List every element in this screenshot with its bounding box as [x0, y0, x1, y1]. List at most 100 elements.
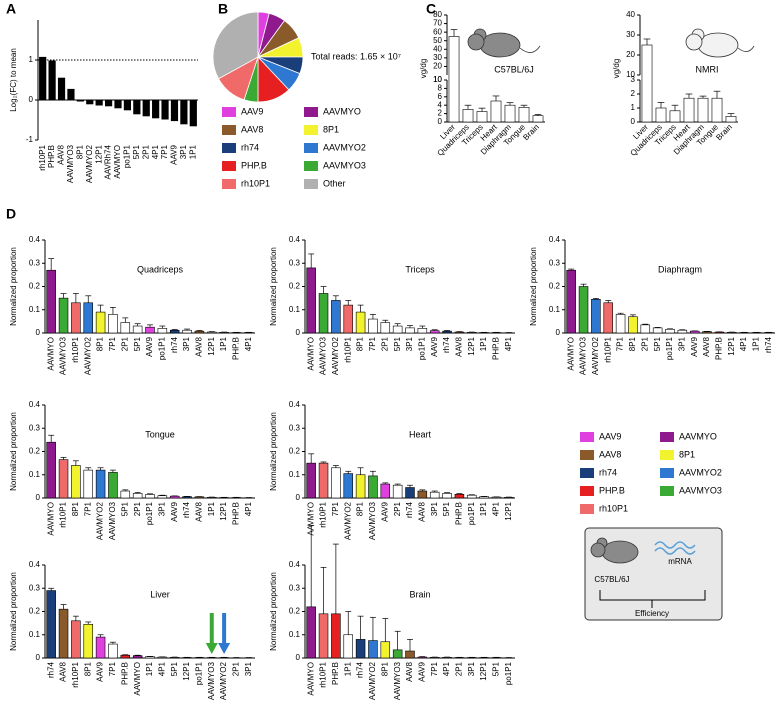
legend-swatch — [304, 161, 318, 171]
x-tick-label: 2P1 — [232, 661, 241, 676]
bar — [417, 490, 428, 499]
x-tick-label: 7P1 — [83, 501, 92, 516]
y-tick-label: 0 — [29, 95, 34, 104]
y-axis-label: Normalized proportion — [269, 412, 278, 491]
x-tick-label: 5P1 — [133, 336, 142, 351]
bar — [120, 654, 131, 659]
y-tick-label: 0.1 — [29, 630, 41, 639]
x-tick-label: rh74 — [46, 661, 55, 678]
y-tick-label: 0.4 — [29, 560, 41, 569]
x-tick-label: 8P1 — [628, 336, 637, 351]
x-tick-label: AAVMYO3 — [66, 144, 75, 183]
x-tick-label: AAVMYO2 — [96, 501, 105, 540]
y-axis-label: Normalized proportion — [269, 572, 278, 651]
bar — [711, 97, 723, 123]
pie-slice — [212, 11, 259, 80]
x-tick-label: 3P1 — [244, 661, 253, 676]
x-tick-label: 12P1 — [504, 501, 513, 520]
bar — [76, 99, 84, 102]
x-tick-label: AAV8 — [702, 336, 711, 356]
y-axis-label: Normalized proportion — [529, 247, 538, 326]
bar — [429, 330, 440, 334]
x-tick-label: rh10P1 — [319, 501, 328, 527]
x-tick-label: 3P1 — [179, 144, 188, 159]
x-tick-label: AAVMYO — [306, 502, 315, 536]
bar — [161, 99, 169, 120]
bar — [677, 329, 688, 334]
x-tick-label: 5P1 — [442, 501, 451, 516]
x-tick-label: rh10P1 — [343, 336, 352, 362]
bar — [331, 300, 341, 334]
bar — [405, 650, 415, 659]
x-tick-label: po1P1 — [157, 336, 166, 360]
x-tick-label: AAVMYO3 — [368, 501, 377, 540]
legend-swatch — [580, 486, 594, 496]
bar — [405, 327, 415, 334]
x-tick-label: 8P1 — [71, 501, 80, 516]
x-tick-label: 8P1 — [75, 144, 84, 159]
legend-label: Other — [323, 178, 346, 188]
x-tick-label: AAV8 — [417, 501, 426, 521]
x-tick-label: AAVMYO — [46, 337, 55, 371]
x-tick-label: 3P1 — [430, 501, 439, 516]
arrow-head — [205, 643, 218, 654]
panel-title: Triceps — [405, 264, 435, 274]
bar — [306, 606, 316, 659]
x-tick-label: 12P1 — [182, 661, 191, 680]
panel-label: C — [426, 1, 436, 17]
bar — [145, 326, 155, 334]
bar — [343, 634, 353, 659]
x-tick-label: rh10P1 — [71, 336, 80, 362]
legend-label: rh10P1 — [599, 503, 628, 513]
x-tick-label: rh74 — [442, 336, 451, 353]
panel-title: Tongue — [145, 429, 175, 439]
bar — [683, 97, 695, 123]
chart-subtitle: NMRI — [696, 64, 719, 74]
bar — [405, 487, 415, 499]
y-tick-label: 0 — [36, 328, 41, 337]
y-tick-label: 0.3 — [289, 423, 301, 432]
bar — [355, 474, 366, 499]
legend-label: AAVMYO — [679, 431, 717, 441]
y-axis-label: Normalized proportion — [9, 572, 18, 651]
x-tick-label: AAVMYO3 — [579, 336, 588, 375]
bar — [628, 316, 638, 334]
x-tick-label: PHP.B — [120, 662, 129, 685]
x-tick-label: AAVMYO3 — [207, 661, 216, 700]
x-tick-label: AAV9 — [145, 336, 154, 356]
x-tick-label: rh10P1 — [319, 661, 328, 687]
bar — [71, 302, 81, 334]
legend-swatch — [580, 504, 594, 514]
y-tick-label: 30 — [433, 53, 442, 62]
bar — [641, 44, 653, 123]
x-tick-label: 4P1 — [157, 661, 166, 676]
y-tick-label: 0 — [36, 653, 41, 662]
bar — [318, 293, 329, 334]
x-tick-label: 8P1 — [83, 661, 92, 676]
bar — [108, 472, 118, 499]
x-tick-label: po1P1 — [467, 501, 476, 525]
legend-label: rh74 — [599, 467, 617, 477]
y-tick-label: 0.3 — [289, 258, 301, 267]
x-tick-label: PHP.B — [47, 145, 56, 168]
bar — [132, 493, 143, 499]
bar — [142, 99, 150, 117]
legend-swatch — [222, 125, 236, 135]
x-tick-label: 3P1 — [182, 336, 191, 351]
bar — [83, 623, 93, 659]
bar — [133, 99, 141, 115]
bar — [194, 496, 205, 499]
x-tick-label: PHP.B — [232, 502, 241, 525]
y-tick-label: 20 — [626, 50, 635, 59]
x-tick-label: rh10P1 — [38, 144, 47, 170]
bar — [603, 302, 613, 334]
bar — [380, 483, 391, 499]
y-tick-label: 0 — [438, 117, 443, 126]
bar — [114, 99, 122, 109]
x-tick-label: 12P1 — [479, 661, 488, 680]
arrow-head — [218, 643, 231, 654]
x-tick-label: 1P1 — [479, 336, 488, 351]
y-tick-label: -1 — [26, 135, 34, 144]
x-tick-label: 5P1 — [393, 336, 402, 351]
x-tick-label: AAVMYO2 — [343, 501, 352, 540]
